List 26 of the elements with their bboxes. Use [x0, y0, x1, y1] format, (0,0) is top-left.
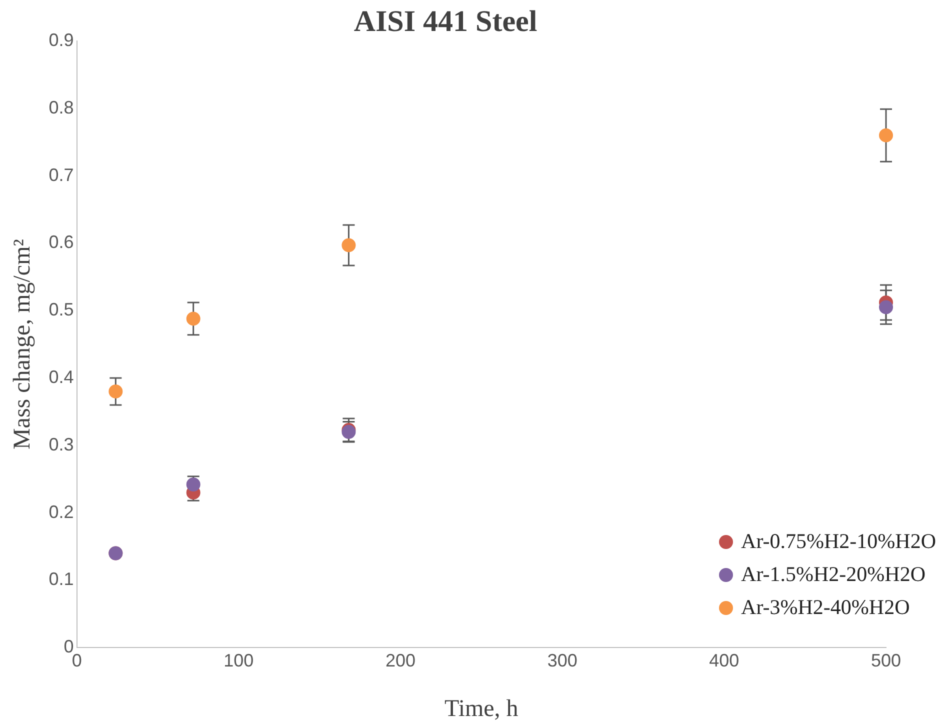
- x-tick-label: 300: [547, 650, 578, 670]
- y-tick-label: 0.7: [48, 164, 74, 185]
- point: [108, 384, 123, 398]
- point: [879, 128, 893, 142]
- y-tick-label: 0.8: [48, 97, 74, 118]
- y-tick-label: 0.6: [48, 232, 74, 252]
- chart-title: AISI 441 Steel: [354, 4, 538, 38]
- legend-label: Ar-0.75%H2-10%H2O: [741, 529, 936, 554]
- y-tick-label: 0.1: [48, 569, 74, 590]
- point: [342, 238, 356, 252]
- legend-label: Ar-1.5%H2-20%H2O: [741, 562, 926, 587]
- x-tick-label: 500: [870, 650, 902, 670]
- point: [186, 312, 200, 326]
- y-tick-label: 0: [64, 636, 74, 657]
- legend-label: Ar-3%H2-40%H2O: [741, 595, 910, 620]
- x-axis-title: Time, h: [444, 696, 518, 722]
- point: [879, 300, 893, 314]
- y-tick-label: 0.2: [48, 502, 74, 522]
- x-tick-label: 200: [385, 650, 416, 670]
- x-tick-label: 100: [224, 650, 254, 670]
- y-tick-label: 0.4: [48, 366, 74, 387]
- y-axis-title: Mass change, mg/cm²: [10, 239, 36, 450]
- x-tick-label: 400: [709, 650, 740, 670]
- y-tick-label: 0.3: [48, 434, 74, 454]
- y-tick-label: 0.5: [48, 300, 74, 320]
- y-tick-label: 0.9: [48, 30, 74, 50]
